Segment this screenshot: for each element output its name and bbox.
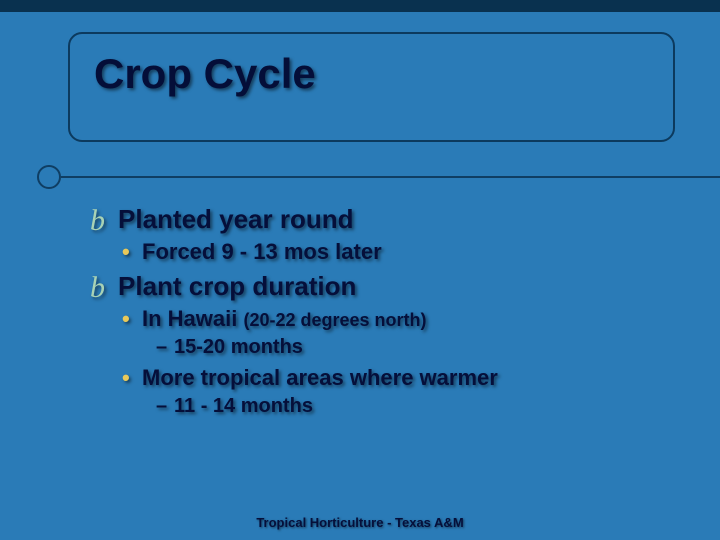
footer-text: Tropical Horticulture - Texas A&M xyxy=(0,515,720,530)
bullet-text: More tropical areas where warmer xyxy=(142,365,498,390)
slide-title: Crop Cycle xyxy=(94,50,649,98)
bullet-text: 15-20 months xyxy=(174,336,303,358)
bullet-text: Plant crop duration xyxy=(118,271,356,301)
rule-circle-icon xyxy=(37,165,61,189)
bullet-level1: b Plant crop duration xyxy=(90,271,680,302)
top-border xyxy=(0,0,720,12)
rule-line xyxy=(61,176,720,178)
bullet-level2: Forced 9 - 13 mos later xyxy=(122,239,680,265)
bullet-level2: More tropical areas where warmer xyxy=(122,365,680,391)
bullet-text: Planted year round xyxy=(118,204,354,234)
title-box: Crop Cycle xyxy=(68,32,675,142)
slide: Crop Cycle b Planted year round Forced 9 -… xyxy=(0,0,720,540)
bullet-text: 11 - 14 months xyxy=(174,395,313,417)
bullet-level2: In Hawaii (20-22 degrees north) xyxy=(122,306,680,332)
bullet-paren: (20-22 degrees north) xyxy=(243,310,426,330)
bullet-marker-icon: b xyxy=(90,271,105,305)
bullet-text: Forced 9 - 13 mos later xyxy=(142,239,382,264)
bullet-marker-icon: b xyxy=(90,204,105,238)
bullet-level3: 15-20 months xyxy=(156,336,680,359)
bullet-level1: b Planted year round xyxy=(90,204,680,235)
bullet-text: In Hawaii xyxy=(142,306,237,331)
content-area: b Planted year round Forced 9 - 13 mos lat… xyxy=(90,198,680,424)
bullet-level3: 11 - 14 months xyxy=(156,395,680,418)
